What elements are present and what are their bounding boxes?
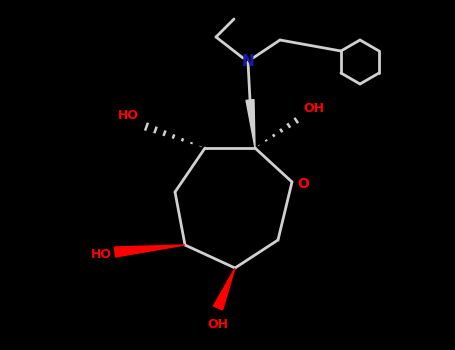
Polygon shape xyxy=(213,268,235,310)
Text: OH: OH xyxy=(207,318,228,331)
Text: OH: OH xyxy=(303,102,324,115)
Text: HO: HO xyxy=(91,247,112,260)
Polygon shape xyxy=(246,100,255,148)
Text: N: N xyxy=(242,55,254,70)
Text: O: O xyxy=(297,177,309,191)
Text: HO: HO xyxy=(118,109,139,122)
Polygon shape xyxy=(115,245,185,257)
